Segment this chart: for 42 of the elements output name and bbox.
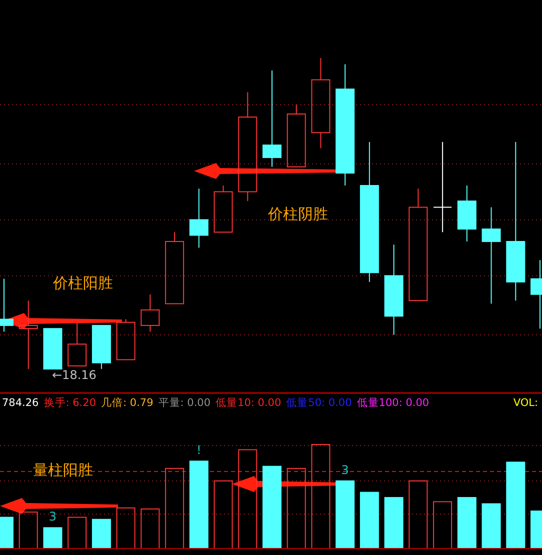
bar	[482, 503, 501, 549]
bar	[165, 468, 184, 549]
annotation: 价柱阴胜	[267, 205, 328, 223]
candlestick	[506, 141, 526, 302]
text: VOL:	[513, 397, 538, 409]
bar	[189, 460, 208, 549]
text: 换手: 6.20	[44, 396, 96, 409]
annotation: 3	[48, 510, 57, 524]
text: 低量50: 0.00	[286, 397, 352, 409]
bar	[311, 444, 330, 549]
candlestick	[18, 300, 38, 370]
candlestick	[384, 244, 404, 336]
bar	[92, 518, 111, 549]
bar	[43, 527, 62, 549]
bar	[286, 468, 306, 549]
bar	[262, 466, 282, 549]
bar	[384, 497, 404, 549]
text: 平量: 0.00	[158, 397, 211, 409]
bar	[506, 462, 526, 549]
text: 低量100: 0.00	[356, 397, 430, 409]
annotation: !	[196, 443, 202, 458]
bar	[336, 480, 355, 549]
bar	[360, 492, 379, 549]
bar	[408, 480, 428, 549]
annotation: 价柱阳胜	[52, 274, 113, 292]
bar	[214, 480, 233, 549]
candlestick	[238, 92, 258, 202]
candlestick	[457, 185, 476, 242]
candlestick	[433, 141, 452, 233]
candlestick	[360, 141, 379, 282]
candlestick	[262, 70, 282, 168]
annotation: 量柱阳胜	[33, 461, 93, 479]
candlestick	[311, 58, 330, 149]
bar	[238, 449, 258, 549]
text: 几倍: 0.79	[101, 396, 154, 409]
candlestick	[482, 206, 501, 304]
bar	[457, 497, 476, 549]
text: 低量10: 0.00	[216, 397, 282, 409]
annotation: ←18.16	[52, 368, 96, 382]
candlestick	[189, 188, 208, 248]
candlestick	[336, 64, 355, 186]
text: 784.26	[2, 397, 40, 409]
